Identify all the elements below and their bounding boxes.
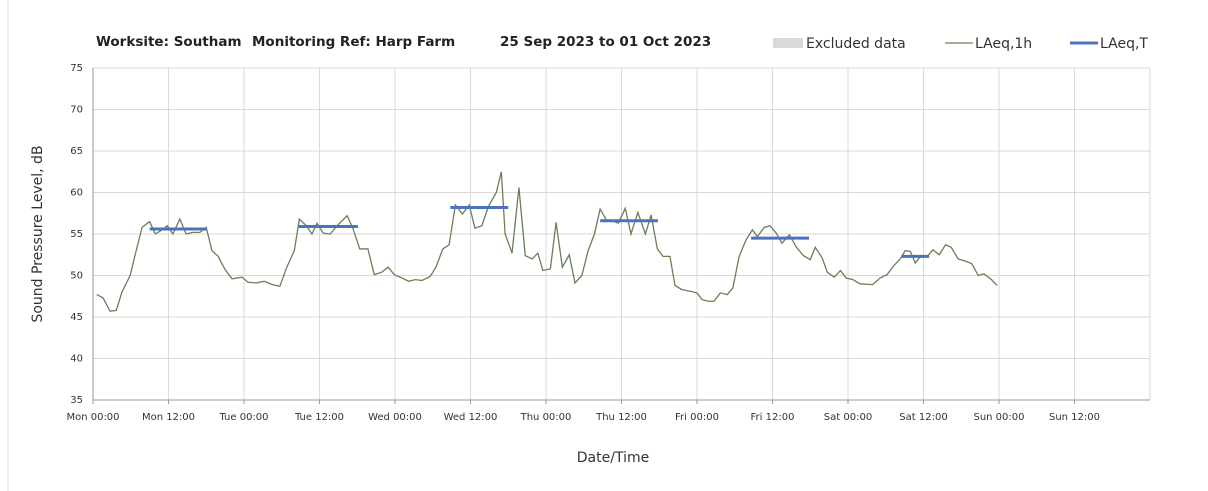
x-tick-label: Wed 12:00 — [444, 412, 498, 423]
y-tick-label: 35 — [70, 395, 83, 406]
legend-label: LAeq,T — [1100, 36, 1148, 52]
x-tick-label: Wed 00:00 — [368, 412, 422, 423]
y-tick-label: 50 — [70, 271, 83, 282]
y-axis-label: Sound Pressure Level, dB — [30, 145, 46, 322]
x-tick-label: Mon 00:00 — [66, 412, 119, 423]
title-worksite: Worksite: Southam — [96, 34, 242, 50]
legend-label: Excluded data — [806, 36, 906, 52]
legend-label: LAeq,1h — [975, 36, 1032, 52]
x-tick-label: Tue 12:00 — [294, 412, 344, 423]
y-tick-label: 55 — [70, 229, 83, 240]
legend-swatch — [773, 38, 803, 48]
x-tick-label: Fri 00:00 — [675, 412, 719, 423]
y-tick-label: 70 — [70, 105, 83, 116]
x-tick-label: Sat 00:00 — [824, 412, 872, 423]
x-tick-label: Mon 12:00 — [142, 412, 195, 423]
data-line — [96, 171, 998, 312]
title-period: 25 Sep 2023 to 01 Oct 2023 — [500, 34, 711, 50]
y-tick-label: 40 — [70, 354, 83, 365]
x-tick-label: Fri 12:00 — [751, 412, 795, 423]
y-tick-label: 60 — [70, 188, 83, 199]
x-tick-label: Sun 12:00 — [1049, 412, 1100, 423]
x-tick-label: Thu 12:00 — [595, 412, 647, 423]
x-tick-label: Sat 12:00 — [899, 412, 947, 423]
x-axis-label: Date/Time — [577, 450, 649, 466]
y-tick-label: 45 — [70, 312, 83, 323]
x-tick-label: Tue 00:00 — [218, 412, 268, 423]
y-tick-label: 65 — [70, 146, 83, 157]
x-tick-label: Thu 00:00 — [520, 412, 572, 423]
y-tick-label: 75 — [70, 63, 83, 74]
title-monitoring: Monitoring Ref: Harp Farm — [252, 34, 455, 50]
x-tick-label: Sun 00:00 — [973, 412, 1024, 423]
